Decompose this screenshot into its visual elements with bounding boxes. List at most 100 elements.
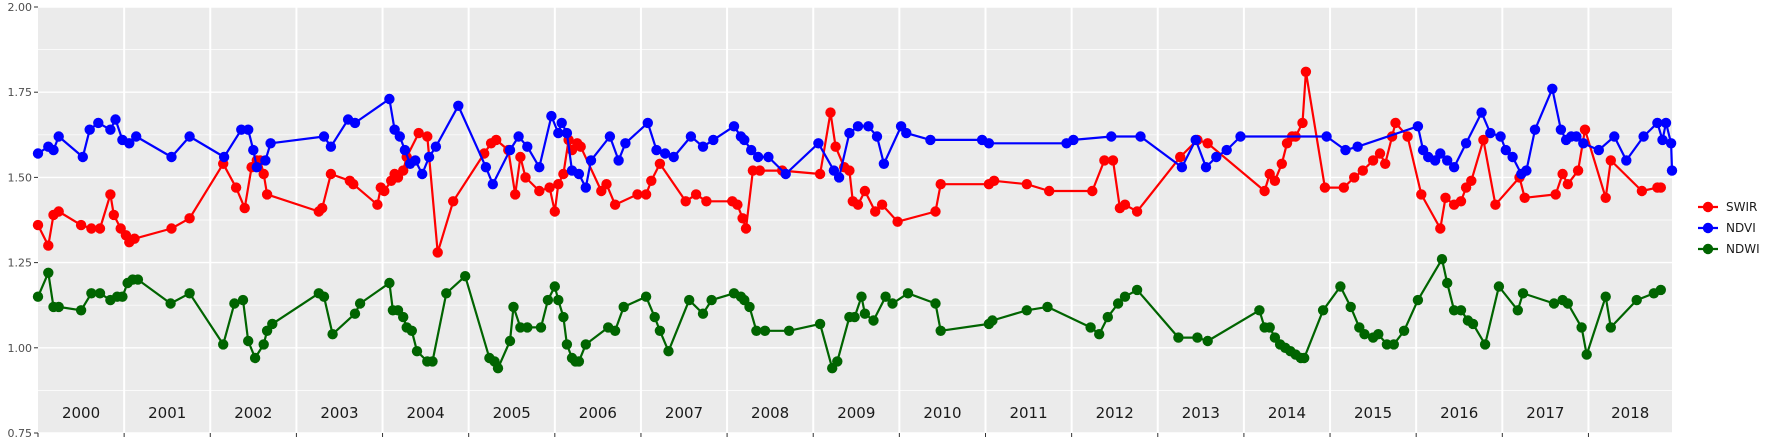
data-point xyxy=(75,305,87,316)
data-point xyxy=(534,162,545,173)
data-point xyxy=(267,318,278,330)
data-point xyxy=(649,311,660,323)
data-point xyxy=(561,127,573,139)
data-point xyxy=(515,151,526,163)
data-point xyxy=(1521,165,1532,176)
data-point xyxy=(1621,155,1632,166)
year-label: 2003 xyxy=(320,404,358,422)
year-label: 2016 xyxy=(1440,404,1478,422)
data-point xyxy=(1600,291,1611,302)
data-point xyxy=(1666,165,1678,176)
data-point xyxy=(129,233,140,244)
data-point xyxy=(609,325,621,336)
data-point xyxy=(870,206,881,217)
data-point xyxy=(876,199,888,210)
data-point xyxy=(863,121,874,132)
data-point xyxy=(1476,107,1487,118)
data-point xyxy=(1605,155,1617,166)
data-point xyxy=(248,144,259,156)
data-point xyxy=(580,339,591,350)
data-point xyxy=(453,100,464,112)
data-point xyxy=(1202,335,1213,347)
data-point xyxy=(697,141,709,152)
data-point xyxy=(902,288,914,299)
data-point xyxy=(43,267,54,278)
year-label: 2001 xyxy=(148,404,186,422)
data-point xyxy=(513,131,524,142)
data-point xyxy=(1519,192,1530,203)
legend-key-point xyxy=(1702,222,1714,234)
data-point xyxy=(520,172,531,183)
data-point xyxy=(1042,301,1053,313)
data-point xyxy=(732,199,743,210)
data-point xyxy=(1235,131,1246,142)
data-point xyxy=(108,209,120,221)
data-point xyxy=(880,291,891,302)
data-point xyxy=(1631,294,1642,306)
data-point xyxy=(480,162,492,173)
data-point xyxy=(535,322,547,333)
data-point xyxy=(935,325,946,336)
data-point xyxy=(1448,162,1460,173)
data-point xyxy=(783,325,795,336)
data-point xyxy=(354,298,366,309)
data-point xyxy=(925,134,936,146)
data-point xyxy=(32,148,44,159)
data-point xyxy=(1576,322,1587,333)
data-point xyxy=(184,131,195,142)
data-point xyxy=(1455,305,1467,316)
data-point xyxy=(859,185,871,197)
data-point xyxy=(1578,138,1589,149)
data-point xyxy=(814,318,826,330)
year-label: 2017 xyxy=(1526,404,1564,422)
data-point xyxy=(751,325,762,336)
data-point xyxy=(491,134,502,146)
y-axis: 0.75 1.00 1.25 1.50 1.75 2.00 xyxy=(8,1,1589,440)
data-point xyxy=(53,301,64,313)
data-point xyxy=(317,202,328,214)
data-point xyxy=(825,107,836,118)
data-point xyxy=(1276,158,1288,169)
data-point xyxy=(325,141,337,152)
data-point xyxy=(651,144,662,156)
data-point xyxy=(1478,134,1489,146)
data-point xyxy=(701,196,712,207)
data-point xyxy=(1500,144,1512,156)
data-point xyxy=(987,315,998,326)
data-point xyxy=(522,322,533,333)
data-point xyxy=(830,141,841,152)
year-label: 2000 xyxy=(62,404,100,422)
data-point xyxy=(1349,172,1360,183)
data-point xyxy=(32,219,44,231)
data-point xyxy=(556,117,567,129)
data-point xyxy=(1335,281,1346,292)
data-point xyxy=(504,335,516,347)
data-point xyxy=(1638,131,1649,142)
data-point xyxy=(399,144,411,156)
data-point xyxy=(243,124,254,135)
data-point xyxy=(379,185,390,197)
data-point xyxy=(1357,165,1369,176)
data-point xyxy=(697,308,709,319)
data-point xyxy=(1269,175,1281,186)
data-point xyxy=(349,308,361,319)
data-point xyxy=(492,363,504,374)
data-point xyxy=(1068,134,1079,146)
data-point xyxy=(487,179,498,190)
data-point xyxy=(1490,199,1501,210)
data-point xyxy=(1562,298,1574,309)
data-point xyxy=(423,151,435,163)
data-point xyxy=(1416,189,1427,200)
data-point xyxy=(1493,281,1505,292)
data-point xyxy=(585,155,597,166)
data-point xyxy=(646,175,657,186)
data-point xyxy=(988,175,1000,186)
data-point xyxy=(663,346,674,357)
data-point xyxy=(542,294,554,306)
data-point xyxy=(258,168,269,180)
data-point xyxy=(601,179,612,190)
y-tick-label: 1.50 xyxy=(8,171,33,184)
data-point xyxy=(1460,138,1472,149)
data-point xyxy=(553,294,564,306)
